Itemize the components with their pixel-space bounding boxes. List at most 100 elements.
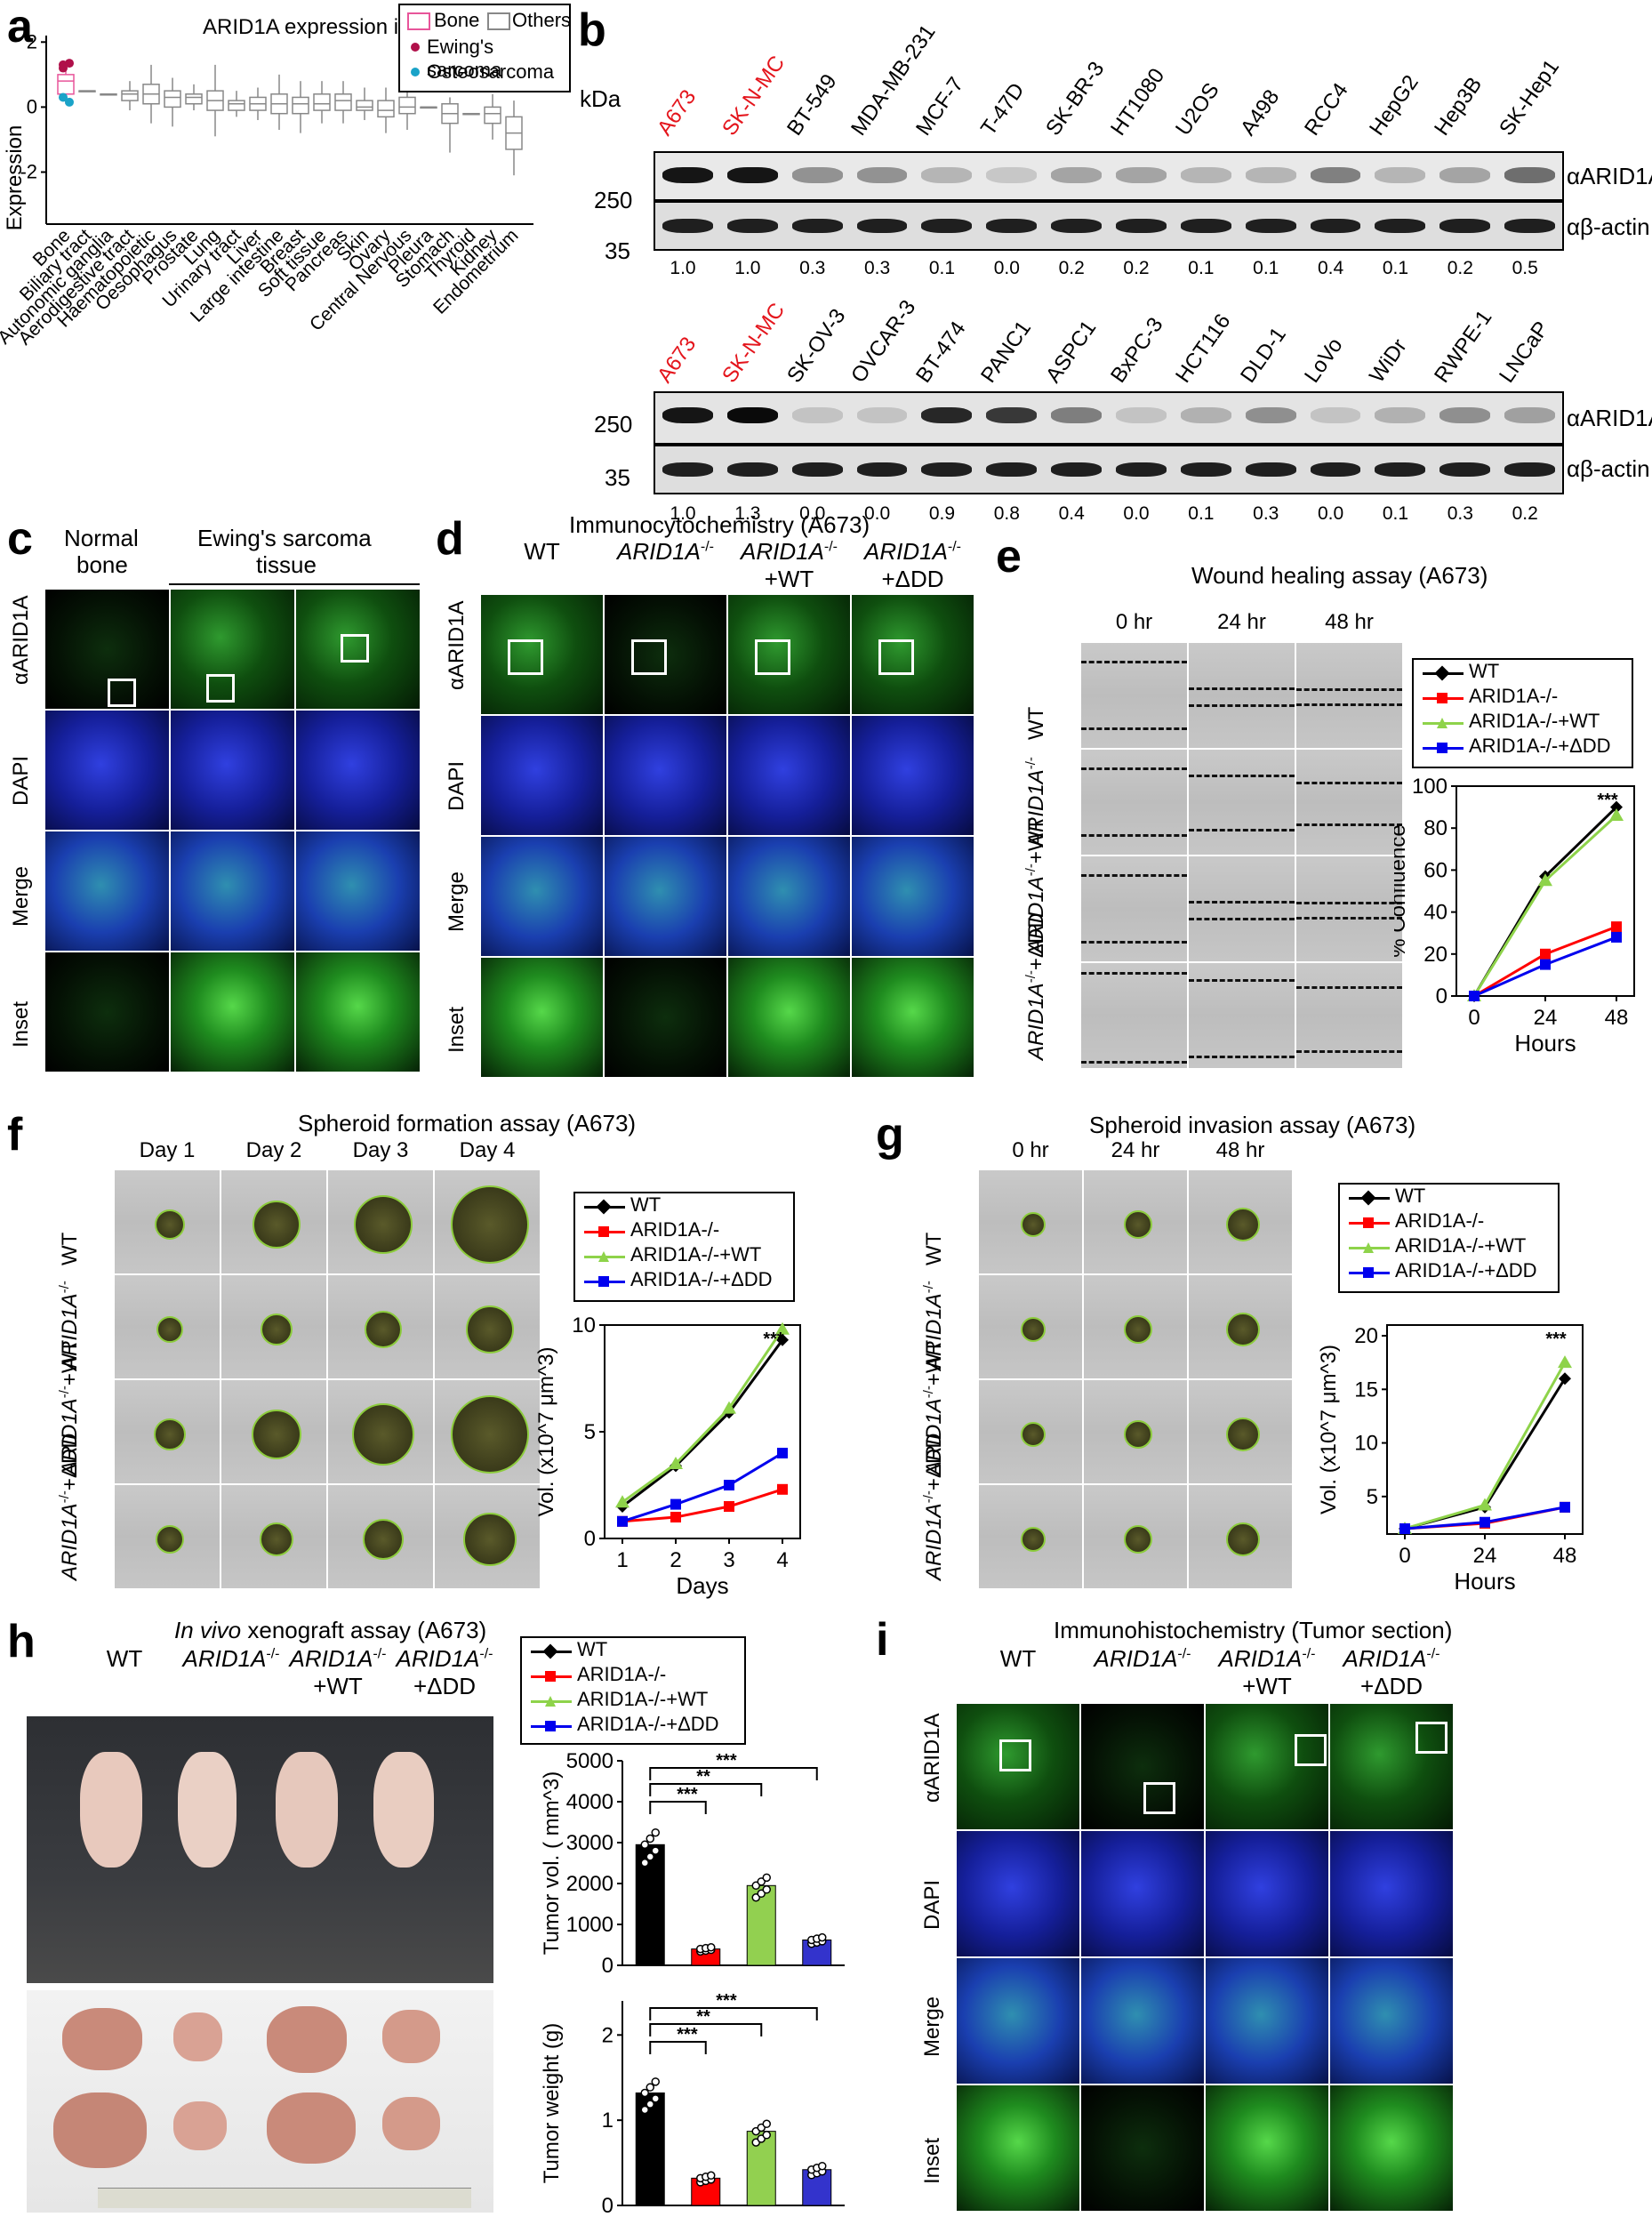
f-row-label-sup: -/- bbox=[57, 1281, 72, 1294]
chart-e-significance: *** bbox=[1597, 791, 1618, 810]
grid-d-cell-r3-c0 bbox=[480, 957, 604, 1078]
grid-d-row-label: Inset bbox=[445, 1006, 469, 1053]
blot-quant-value: 1.0 bbox=[670, 258, 696, 278]
g-title: Spheroid invasion assay (A673) bbox=[1089, 1112, 1416, 1138]
grid-i-cell-r2-c2 bbox=[1205, 1957, 1329, 2084]
grid-c-row-label: Merge bbox=[9, 865, 33, 927]
e-row-label-name: ARID1A bbox=[1024, 983, 1048, 1060]
wound-edge-line bbox=[1189, 775, 1295, 777]
e-header-label: 48 hr bbox=[1325, 610, 1374, 634]
c-col-ewing-l2: tissue bbox=[256, 551, 317, 578]
chart-g-point bbox=[1480, 1516, 1490, 1528]
grid-c-cell-r1-c2 bbox=[295, 710, 421, 831]
blot-bottom-lane-label: OVCAR-3 bbox=[846, 295, 921, 388]
chart-f-ytick-label: 5 bbox=[584, 1420, 596, 1444]
chart-g-xtick-label: 0 bbox=[1399, 1544, 1410, 1568]
chart-e-xtick-label: 48 bbox=[1605, 1006, 1629, 1030]
blot-band bbox=[1504, 407, 1555, 423]
i-col-header-name: ARID1A bbox=[1218, 1645, 1303, 1672]
chart-h-top-bar bbox=[746, 1884, 776, 1966]
spheroid bbox=[363, 1519, 404, 1560]
blot-top-lane-label: SK-BR-3 bbox=[1041, 57, 1110, 141]
h-col-header-sub: +ΔDD bbox=[413, 1673, 477, 1699]
c-header-underline bbox=[169, 583, 420, 585]
grid-g-cell-r0-c0 bbox=[978, 1169, 1083, 1274]
chart-e-xtick-label: 0 bbox=[1468, 1006, 1480, 1030]
chart-f-ytick-label: 0 bbox=[584, 1527, 596, 1551]
blot-quant-value: 0.0 bbox=[993, 258, 1020, 278]
grid-f-cell-r2-c1 bbox=[221, 1379, 327, 1484]
chart-f-xtick-label: 3 bbox=[723, 1548, 734, 1572]
chart-h-top-sig-label: *** bbox=[677, 1785, 698, 1804]
chart-h-top-sig-label: ** bbox=[696, 1767, 710, 1787]
d-col-header-sub: +WT bbox=[764, 566, 814, 592]
grid-i-cell-r1-c1 bbox=[1080, 1830, 1205, 1957]
grid-d-cell-r0-c3 bbox=[851, 594, 974, 715]
spheroid bbox=[1021, 1422, 1046, 1447]
chart-h-top-ytick-label: 4000 bbox=[566, 1790, 613, 1814]
h-mouse-wt bbox=[80, 1752, 142, 1868]
blot-quant-value: 0.8 bbox=[993, 503, 1020, 524]
f-header-label: Day 3 bbox=[352, 1138, 409, 1162]
spheroid bbox=[1021, 1317, 1046, 1342]
blot-band bbox=[921, 167, 973, 183]
blot-quant-value: 0.1 bbox=[1253, 258, 1279, 278]
grid-c-cell-r1-c0 bbox=[44, 710, 170, 831]
wound-edge-line bbox=[1189, 918, 1295, 920]
blot-band bbox=[1439, 219, 1491, 233]
e-row-label-sup: -/- bbox=[1023, 864, 1039, 877]
chart-f-series-line bbox=[622, 1451, 783, 1523]
blot-bottom-lane-label: ASPC1 bbox=[1041, 316, 1102, 388]
panel-letter-h: h bbox=[7, 1616, 36, 1667]
blot-bottom-lane-labels: A673 SK-N-MC SK-OV-3 OVCAR-3 BT-474 PANC1 ASPC… bbox=[587, 285, 1565, 391]
blot-band bbox=[856, 462, 908, 477]
blot-quant-value: 0.3 bbox=[864, 258, 891, 278]
blot-quant-value: 1.0 bbox=[734, 258, 761, 278]
wound-edge-line bbox=[1081, 941, 1187, 944]
d-col-header-name: ARID1A bbox=[740, 538, 824, 565]
i-col-header-sub: +WT bbox=[1242, 1673, 1292, 1699]
chart-g-ytick-label: 10 bbox=[1354, 1432, 1378, 1456]
chart-e-ytick-label: 60 bbox=[1423, 858, 1448, 882]
blot-quant-value: 0.4 bbox=[1058, 503, 1085, 524]
blot-quant-value: 0.3 bbox=[1253, 503, 1279, 524]
spheroid bbox=[1021, 1527, 1046, 1552]
blot-top-mw-35: 35 bbox=[605, 237, 630, 264]
h-legend-label: WT bbox=[577, 1638, 608, 1660]
blot-band bbox=[1245, 219, 1296, 233]
g-row-label-name: ARID1A bbox=[922, 1503, 946, 1580]
spheroid bbox=[451, 1395, 529, 1474]
blot-band bbox=[1245, 462, 1296, 477]
i-image-grid: αARID1A DAPI Merge Inset bbox=[920, 1703, 1454, 2212]
grid-i-cell-r3-c0 bbox=[956, 2084, 1080, 2212]
chart-h-top-sig-label: *** bbox=[716, 1751, 737, 1771]
g-legend-label: ARID1A-/-+WT bbox=[1395, 1234, 1527, 1257]
wound-edge-line bbox=[1081, 767, 1187, 770]
chart-f-point bbox=[617, 1515, 628, 1527]
grid-i-row-label: DAPI bbox=[920, 1879, 944, 1930]
chart-e-point bbox=[1538, 873, 1552, 887]
chart-a-ytick-label: 0 bbox=[27, 95, 37, 117]
grid-i-row-label: Inset bbox=[920, 2137, 944, 2184]
chart-f-series-line bbox=[622, 1328, 784, 1504]
grid-g-cell-r3-c0 bbox=[978, 1484, 1083, 1589]
grid-c-cell-r2-c1 bbox=[170, 831, 295, 952]
grid-d-cell-r1-c2 bbox=[727, 715, 851, 836]
grid-e-cell-r1-c2 bbox=[1295, 749, 1403, 855]
legend-e: WT ARID1A-/- ARID1A-/-+WT ARID1A-/-+ΔDD bbox=[1412, 658, 1633, 768]
blot-band bbox=[1310, 407, 1361, 423]
h-tumor-wt-2 bbox=[53, 2092, 147, 2168]
i-col-header-name: ARID1A bbox=[1094, 1645, 1178, 1672]
grid-i-cell-r1-c2 bbox=[1205, 1830, 1329, 1957]
chart-a-box bbox=[121, 90, 139, 101]
chart-e-point bbox=[1611, 931, 1622, 943]
blot-band bbox=[1245, 407, 1296, 423]
grid-i-cell-r0-c0 bbox=[956, 1703, 1080, 1830]
grid-d-cell-r3-c2 bbox=[727, 957, 851, 1078]
f-legend-label: WT bbox=[630, 1193, 662, 1216]
panel-letter-f: f bbox=[7, 1109, 23, 1161]
f-row-label-sub: +ΔDD bbox=[58, 1433, 82, 1491]
blot-top-row-label-actin: αβ-actin bbox=[1567, 213, 1650, 240]
h-tumor-koddd-2 bbox=[382, 2097, 440, 2150]
